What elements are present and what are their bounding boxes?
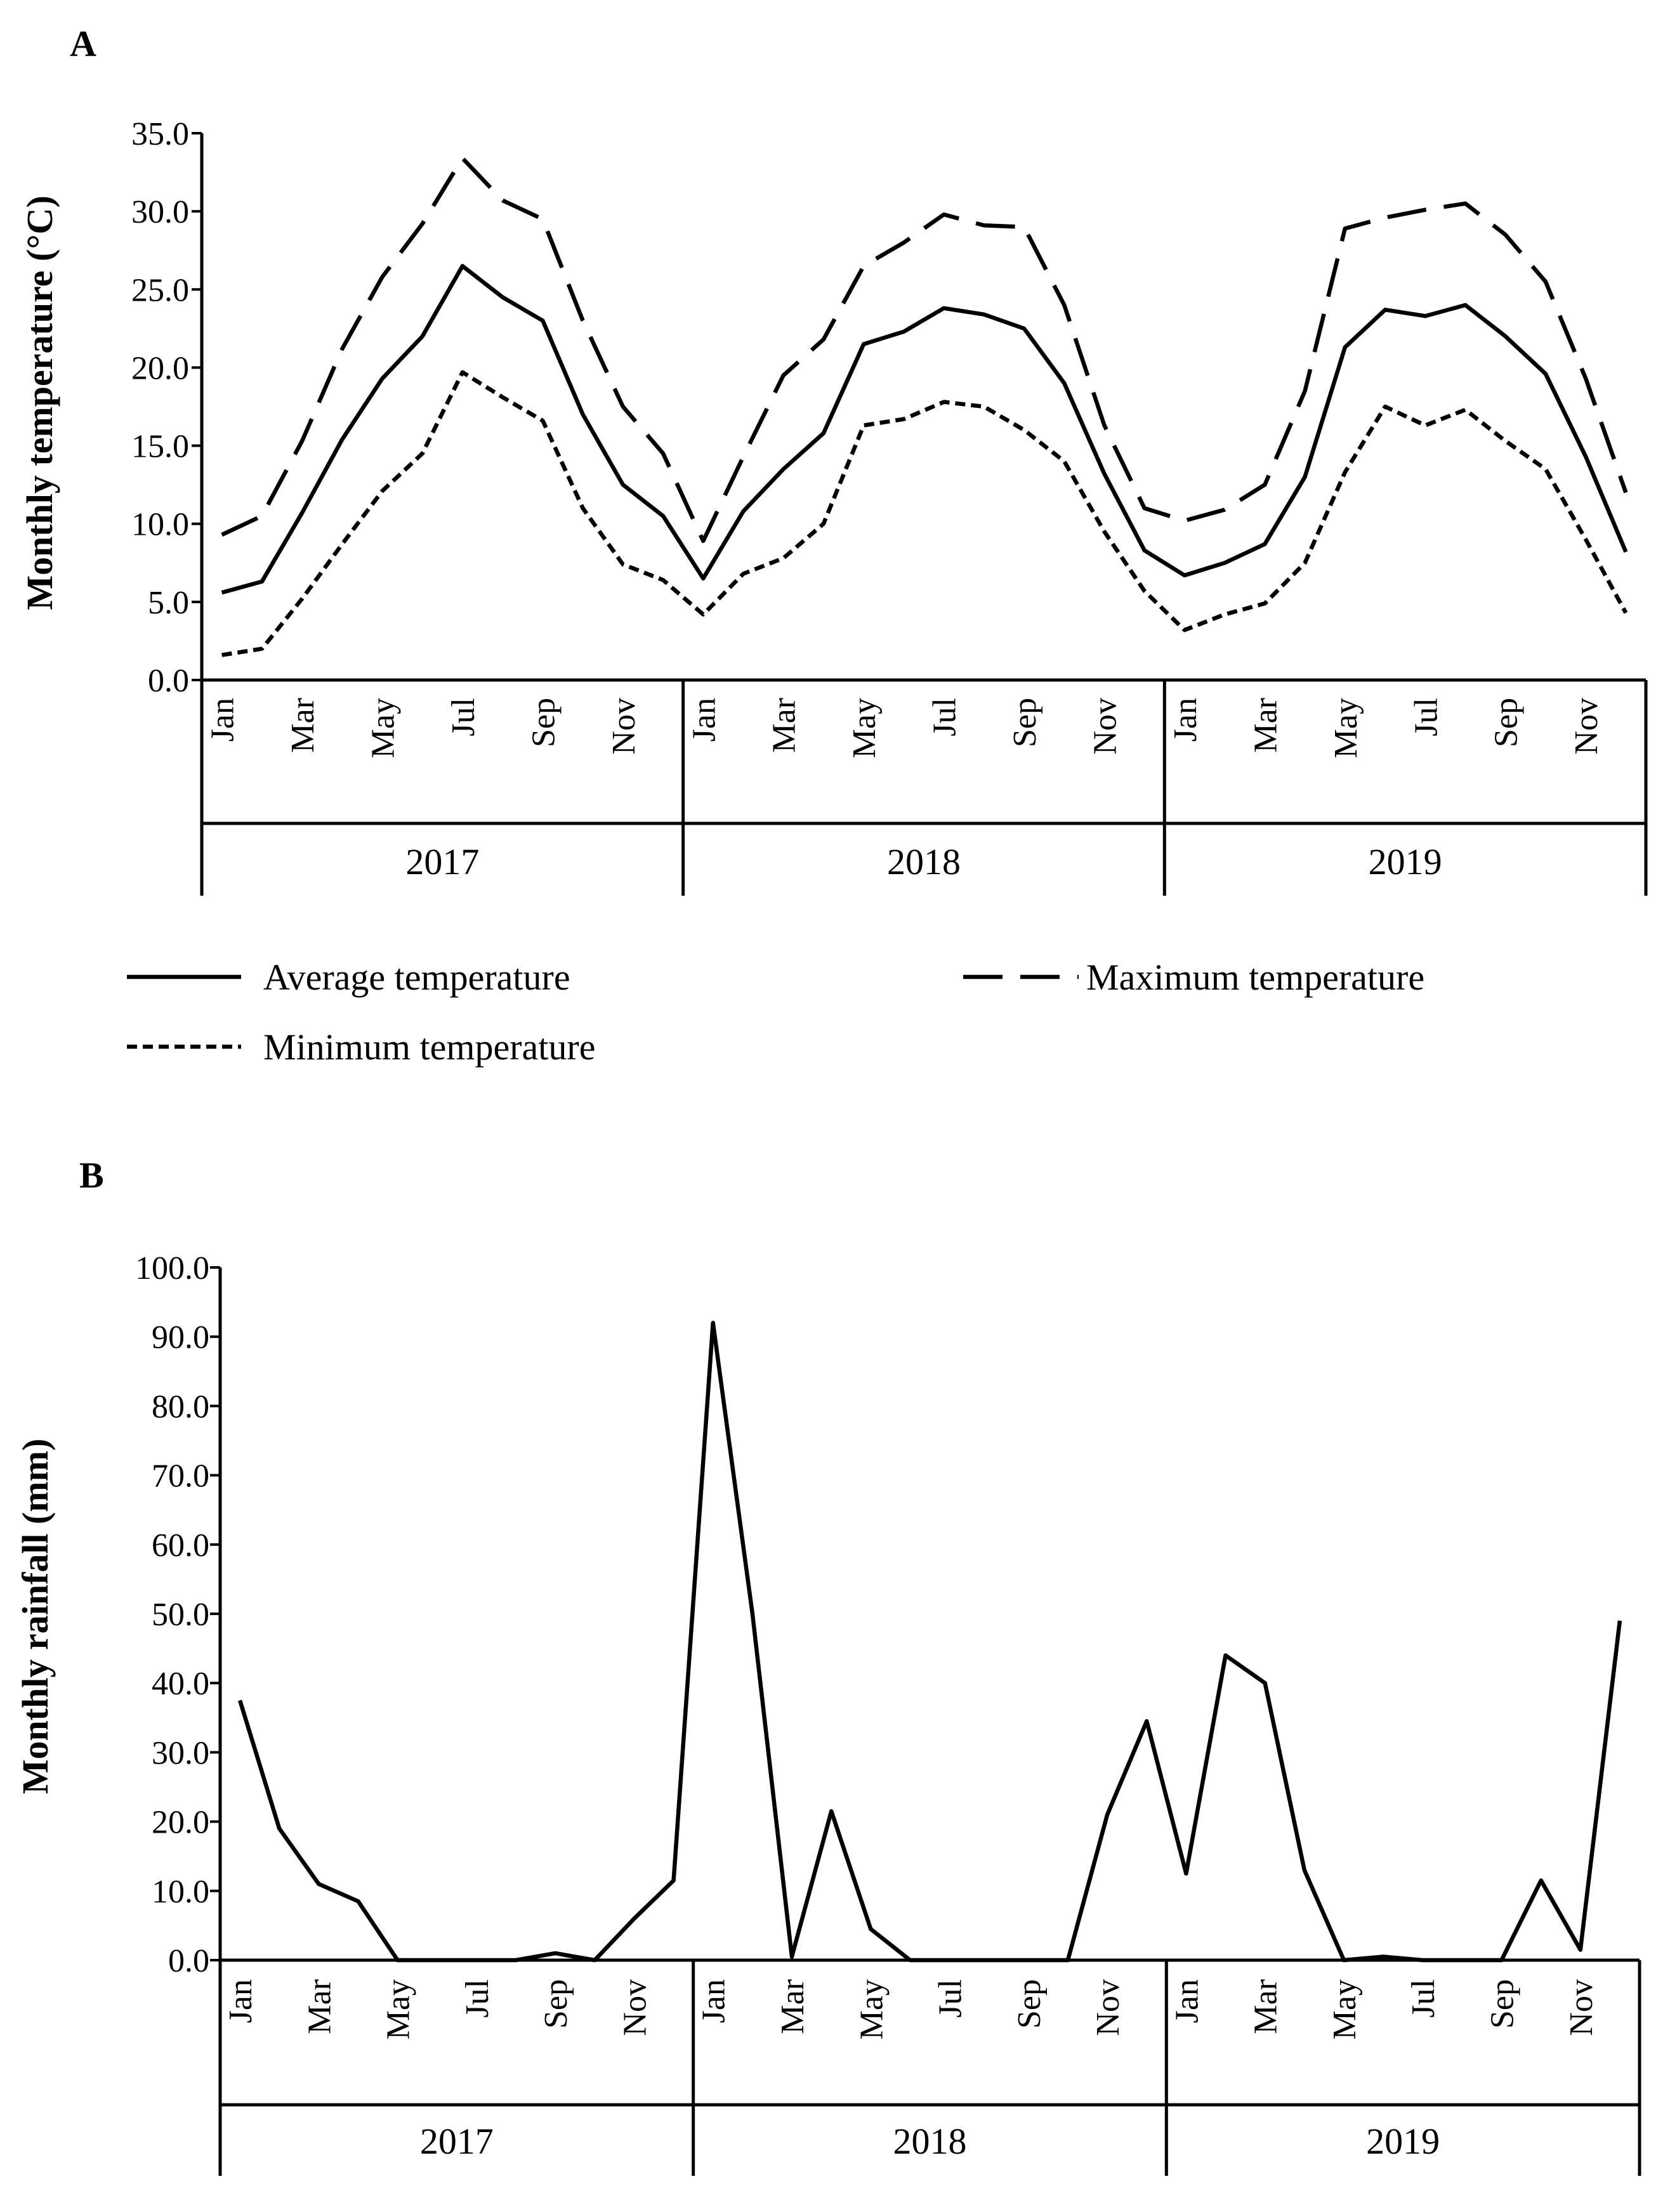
- y-tick-label: 80.0: [152, 1389, 209, 1425]
- x-tick-label: Nov: [1568, 698, 1605, 755]
- x-tick-label: Jul: [445, 698, 482, 736]
- x-tick-label: Mar: [1248, 1979, 1284, 2034]
- x-tick-label: May: [846, 698, 883, 758]
- series-line-maximum-temperature: [221, 156, 1628, 544]
- x-tick-label: Jan: [205, 698, 241, 742]
- y-tick-label: 100.0: [135, 1250, 209, 1286]
- y-tick-label: 20.0: [152, 1805, 209, 1841]
- x-tick-label: Nov: [1090, 1979, 1126, 2036]
- y-tick-label: 20.0: [131, 350, 189, 386]
- x-tick-label: Mar: [775, 1979, 811, 2034]
- year-label: 2018: [887, 841, 961, 882]
- legend-label-average: Average temperature: [263, 957, 570, 998]
- y-tick-label: 25.0: [131, 272, 189, 308]
- series-line-monthly-rainfall: [237, 1321, 1622, 1963]
- legend-label-maximum: Maximum temperature: [1086, 957, 1424, 998]
- x-tick-label: Jul: [1408, 698, 1444, 736]
- x-tick-label: Nov: [617, 1979, 653, 2036]
- x-tick-label: Mar: [766, 698, 803, 753]
- temperature-chart: A Monthly temperature (°C) 0.0 5.0 10.0 15.…: [19, 23, 1648, 1068]
- year-label: 2017: [420, 2121, 494, 2162]
- y-tick-label: 15.0: [131, 429, 189, 465]
- x-tick-label: Jan: [1167, 698, 1204, 742]
- y-tick-label: 10.0: [131, 507, 189, 543]
- x-tick-label: Jan: [696, 1979, 732, 2023]
- year-label: 2017: [405, 841, 479, 882]
- y-axis-label-temperature: Monthly temperature (°C): [19, 195, 60, 610]
- x-tick-label: Nov: [606, 698, 642, 755]
- x-tick-label: Sep: [1489, 698, 1525, 747]
- y-tick-label: 0.0: [148, 663, 189, 699]
- legend-label-minimum: Minimum temperature: [263, 1026, 595, 1068]
- x-tick-label: May: [853, 1979, 890, 2039]
- year-label: 2019: [1369, 841, 1442, 882]
- y-tick-label: 35.0: [131, 116, 189, 152]
- x-tick-label: Mar: [1247, 698, 1284, 753]
- x-tick-label: May: [381, 1979, 417, 2039]
- y-tick-label: 0.0: [168, 1943, 209, 1979]
- y-tick-label: 5.0: [148, 585, 189, 621]
- x-tick-label: Sep: [1007, 698, 1043, 747]
- x-tick-label: Sep: [1011, 1979, 1048, 2029]
- x-tick-label: May: [1327, 1979, 1363, 2039]
- x-tick-label: Jan: [223, 1979, 259, 2023]
- x-tick-label: Sep: [538, 1979, 574, 2029]
- x-tick-label: Jan: [1169, 1979, 1205, 2023]
- y-tick-label: 30.0: [152, 1735, 209, 1771]
- y-tick-label: 10.0: [152, 1874, 209, 1910]
- x-tick-label: May: [1328, 698, 1364, 758]
- y-tick-label: 50.0: [152, 1597, 209, 1633]
- year-label: 2019: [1366, 2121, 1440, 2162]
- y-tick-label: 90.0: [152, 1319, 209, 1356]
- x-tick-label: Jul: [1405, 1979, 1442, 2018]
- y-tick-label: 70.0: [152, 1458, 209, 1495]
- panel-label-b: B: [79, 1155, 104, 1196]
- x-tick-label: Jul: [927, 698, 963, 736]
- panel-label-a: A: [70, 23, 96, 64]
- x-tick-label: Mar: [285, 698, 321, 753]
- x-tick-label: May: [365, 698, 402, 758]
- x-tick-label: Nov: [1088, 698, 1124, 755]
- series-line-minimum-temperature: [221, 370, 1628, 657]
- x-tick-label: Jan: [686, 698, 722, 742]
- y-tick-label: 40.0: [152, 1666, 209, 1702]
- x-tick-label: Jul: [459, 1979, 496, 2018]
- series-line-average-temperature: [221, 264, 1628, 595]
- x-tick-label: Nov: [1563, 1979, 1600, 2036]
- legend: Average temperature Maximum temperature …: [127, 957, 1424, 1068]
- x-tick-label: Jul: [933, 1979, 969, 2018]
- x-tick-label: Sep: [525, 698, 562, 747]
- year-label: 2018: [893, 2121, 967, 2162]
- x-tick-label: Mar: [301, 1979, 338, 2034]
- x-tick-label: Sep: [1485, 1979, 1521, 2029]
- rainfall-chart: B Monthly rainfall (mm) 0.0 10.0 20.0 30.0 4…: [15, 1155, 1641, 2176]
- y-tick-label: 60.0: [152, 1528, 209, 1564]
- y-axis-label-rainfall: Monthly rainfall (mm): [15, 1439, 56, 1795]
- y-tick-label: 30.0: [131, 194, 189, 230]
